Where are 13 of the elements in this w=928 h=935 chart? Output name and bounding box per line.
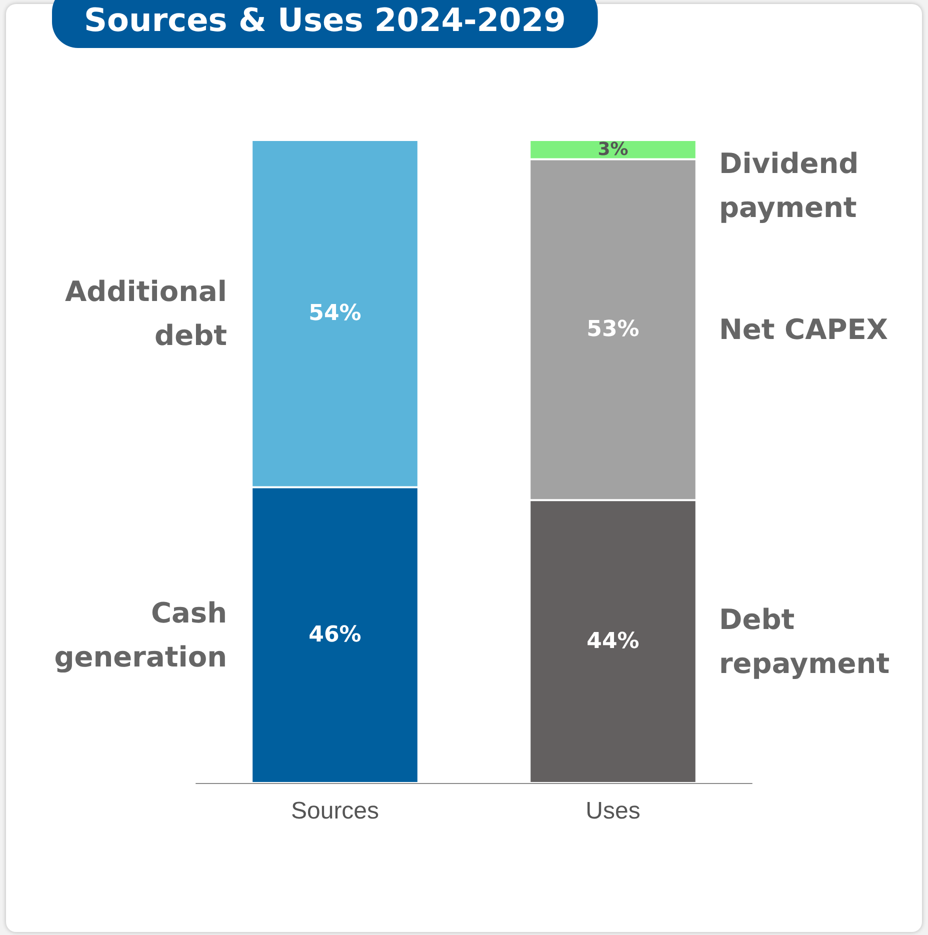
data-label: 3% (598, 139, 628, 160)
series-label: Debt repayment (719, 603, 890, 680)
data-label: 54% (308, 301, 362, 326)
x-tick-label: Uses (586, 798, 640, 824)
series-label: Net CAPEX (719, 313, 888, 346)
data-label: 53% (586, 317, 640, 342)
chart-title: Sources & Uses 2024-2029 (84, 1, 566, 39)
series-label: Cash generation (54, 596, 227, 674)
series-label: Additional debt (65, 275, 227, 352)
series-label: Dividend payment (719, 147, 859, 224)
data-label: 46% (308, 622, 362, 648)
x-tick-label: Sources (290, 798, 380, 824)
data-label: 44% (586, 629, 640, 654)
